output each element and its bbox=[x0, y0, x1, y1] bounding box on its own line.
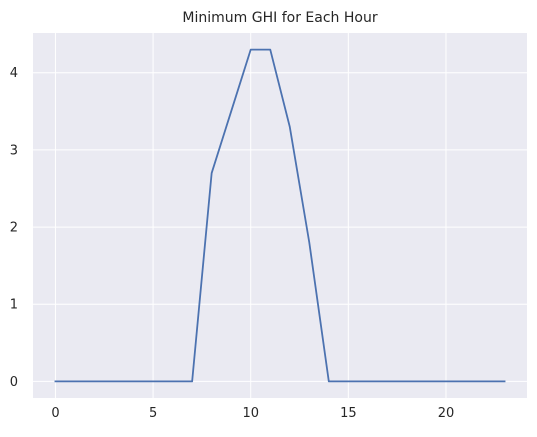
y-tick-label: 1 bbox=[10, 298, 18, 313]
x-tick-label: 15 bbox=[340, 406, 357, 421]
plot-area bbox=[33, 33, 527, 398]
x-tick-label: 0 bbox=[51, 406, 59, 421]
series-layer bbox=[54, 48, 506, 383]
y-tick-label: 0 bbox=[10, 375, 18, 390]
x-tick-label: 5 bbox=[149, 406, 157, 421]
x-tick-label: 10 bbox=[242, 406, 259, 421]
chart-title: Minimum GHI for Each Hour bbox=[182, 10, 377, 26]
tick-labels: 0 5 10 15 20 0 1 2 3 4 bbox=[10, 66, 455, 421]
y-tick-label: 4 bbox=[10, 66, 18, 81]
y-tick-label: 3 bbox=[10, 143, 18, 158]
grid-lines bbox=[33, 33, 527, 398]
y-tick-label: 2 bbox=[10, 221, 18, 236]
series-line bbox=[54, 48, 506, 383]
x-tick-label: 20 bbox=[438, 406, 455, 421]
